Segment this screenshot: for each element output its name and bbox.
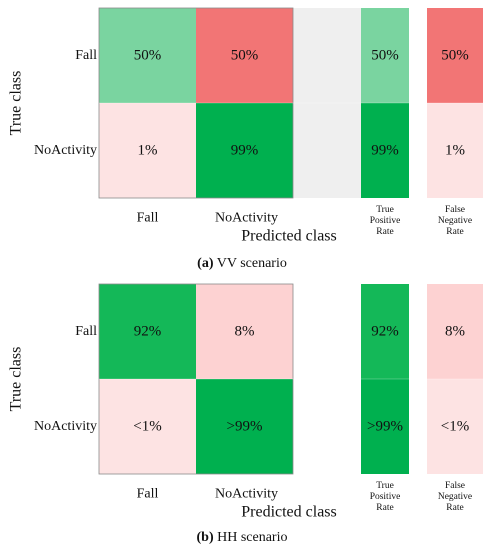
panel-b-col-label-0: Fall [137, 487, 159, 502]
caption-b-label: (b) [196, 530, 214, 545]
panel-a-tpr-header-line-2: Rate [376, 227, 393, 237]
panel-a-fnr-cell-0 [427, 8, 483, 103]
panel-a-cell-1-1 [196, 103, 293, 198]
panel-a-cell-label-1-0: 1% [138, 143, 158, 159]
panel-b-cell-label-0-0: 92% [134, 324, 162, 340]
panel-b-cell-label-0-1: 8% [235, 324, 255, 340]
panel-b-cell-0-1 [196, 284, 293, 379]
panel-b-fnr-header-line-1: Negative [438, 492, 472, 502]
panel-a-cell-1-0 [99, 103, 196, 198]
caption-b: (b) HH scenario [0, 530, 484, 546]
panel-a-col-label-0: Fall [137, 211, 159, 226]
panel-b-tpr-header-line-0: True [376, 481, 394, 491]
panel-b-fnr-cell-0 [427, 284, 483, 379]
panel-a-fnr-header-line-0: False [445, 205, 465, 215]
panel-b-x-axis-title: Predicted class [241, 504, 337, 521]
panel-a-row-label-1: NoActivity [34, 143, 97, 158]
panel-b-tpr-header-line-1: Positive [370, 492, 401, 502]
caption-a-text: VV scenario [216, 256, 287, 271]
panel-b-cell-1-1 [196, 379, 293, 474]
panel-b-fnr-cell-1 [427, 379, 483, 474]
panel-a-y-axis-title: True class [8, 71, 25, 136]
panel-b-row-label-0: Fall [75, 324, 97, 339]
panel-b-cell-label-1-0: <1% [133, 419, 161, 435]
panel-b-row-label-1: NoActivity [34, 419, 97, 434]
panel-b-fnr-label-1: <1% [441, 419, 469, 435]
panel-b-y-axis-title: True class [8, 347, 25, 412]
panel-a-fnr-label-1: 1% [445, 143, 465, 159]
panel-a-tpr-label-0: 50% [371, 48, 399, 64]
panel-a-tpr-label-1: 99% [371, 143, 399, 159]
panel-a-tpr-cell-1 [361, 103, 409, 198]
panel-a-tpr-cell-0 [361, 8, 409, 103]
panel-b-tpr-label-0: 92% [371, 324, 399, 340]
panel-b-tpr-label-1: >99% [367, 419, 403, 435]
panel-a-x-axis-title: Predicted class [241, 228, 337, 245]
panel-a-fnr-header-line-1: Negative [438, 216, 472, 226]
panel-a-fnr-header-line-2: Rate [446, 227, 463, 237]
panel-b-cell-1-0 [99, 379, 196, 474]
panel-a-cell-label-0-0: 50% [134, 48, 162, 64]
panel-b-tpr-header-line-2: Rate [376, 503, 393, 513]
panel-a-col-label-1: NoActivity [215, 211, 278, 226]
caption-b-text: HH scenario [217, 530, 288, 545]
panel-a-tpr-header-line-1: Positive [370, 216, 401, 226]
caption-a-label: (a) [197, 256, 214, 271]
panel-a-cell-0-1 [196, 8, 293, 103]
panel-a-row-label-0: Fall [75, 48, 97, 63]
panel-a-cell-0-0 [99, 8, 196, 103]
panel-b-fnr-header-line-0: False [445, 481, 465, 491]
panel-b-cell-0-0 [99, 284, 196, 379]
panel-b-tpr-cell-1 [361, 379, 409, 474]
panel-b-cell-label-1-1: >99% [227, 419, 263, 435]
panel-a-fnr-cell-1 [427, 103, 483, 198]
panel-a-cell-label-1-1: 99% [231, 143, 259, 159]
panel-b-fnr-label-0: 8% [445, 324, 465, 340]
panel-b-fnr-header-line-2: Rate [446, 503, 463, 513]
caption-a: (a) VV scenario [0, 256, 484, 272]
panel-a-fnr-label-0: 50% [441, 48, 469, 64]
panel-a-cell-label-0-1: 50% [231, 48, 259, 64]
panel-a-tpr-header-line-0: True [376, 205, 394, 215]
panel-b-tpr-cell-0 [361, 284, 409, 379]
panel-b-col-label-1: NoActivity [215, 487, 278, 502]
